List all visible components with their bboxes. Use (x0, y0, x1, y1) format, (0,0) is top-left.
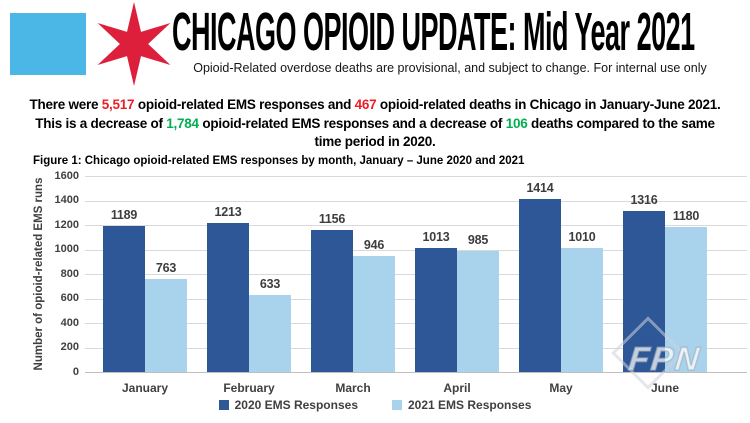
bar-2021-april (457, 251, 499, 372)
y-tick-1000: 1000 (54, 243, 79, 255)
summary-segment: opioid-related EMS responses and (134, 97, 355, 112)
value-label-2020-may: 1414 (526, 180, 554, 195)
value-label-2021-april: 985 (467, 233, 489, 248)
value-label-2021-february: 633 (259, 276, 281, 291)
bar-2020-april (415, 247, 457, 372)
value-label-2021-march: 946 (363, 238, 385, 253)
y-tick-200: 200 (60, 341, 79, 353)
legend-label-2020: 2020 EMS Responses (234, 398, 358, 412)
summary-line-2: This is a decrease of 1,784 opioid-relat… (0, 115, 750, 134)
x-label-march: March (335, 381, 371, 395)
value-label-2021-may: 1010 (568, 230, 596, 245)
summary-segment: 467 (354, 97, 377, 112)
bar-2020-january (103, 226, 145, 372)
gridline-0 (85, 372, 747, 373)
chicago-flag-blue-square (10, 13, 86, 75)
gridline-1400 (85, 200, 747, 202)
page-subtitle: Opioid-Related overdose deaths are provi… (193, 61, 707, 75)
summary-segment: This is a decrease of (35, 115, 167, 131)
summary-segment: deaths compared to the same (527, 115, 715, 131)
bar-2021-february (249, 294, 291, 372)
gridline-1600 (85, 176, 747, 177)
y-tick-1200: 1200 (54, 218, 79, 231)
y-tick-800: 800 (60, 267, 79, 280)
y-tick-400: 400 (60, 316, 79, 329)
bar-2021-march (353, 256, 395, 372)
value-label-2020-march: 1156 (318, 212, 346, 227)
bar-2021-january (145, 278, 187, 372)
y-tick-0: 0 (72, 365, 79, 378)
y-tick-600: 600 (60, 292, 79, 304)
x-label-may: May (549, 381, 573, 395)
summary-segment: There were (29, 97, 102, 112)
value-label-2020-june: 1316 (630, 192, 658, 207)
summary-segment: 1,784 (166, 115, 199, 131)
summary-segment: 5,517 (101, 97, 135, 112)
x-label-june: June (650, 381, 679, 395)
legend-swatch-2021 (392, 400, 402, 410)
summary-segment: 106 (505, 115, 528, 131)
value-label-2021-june: 1180 (672, 209, 700, 224)
chicago-flag-star-icon (97, 2, 171, 86)
summary-segment: opioid-related EMS responses and a decre… (198, 115, 506, 131)
value-label-2020-january: 1189 (110, 208, 138, 223)
figure-caption: Figure 1: Chicago opioid-related EMS res… (33, 155, 525, 167)
x-label-april: April (443, 381, 471, 395)
x-label-january: January (121, 381, 169, 395)
legend-item-2021: 2021 EMS Responses (392, 398, 531, 412)
value-label-2021-january: 763 (155, 260, 177, 275)
gridline-1200 (85, 225, 747, 226)
bar-2020-february (207, 223, 249, 372)
bar-2021-june (665, 227, 707, 372)
star-shape (97, 2, 171, 86)
summary-line-3: time period in 2020. (0, 133, 750, 152)
page-title: CHICAGO OPIOID UPDATE: Mid Year 2021 (172, 2, 695, 62)
summary-segment: opioid-related deaths in Chicago in Janu… (376, 97, 721, 112)
summary-paragraph: There were 5,517 opioid-related EMS resp… (0, 96, 750, 152)
value-label-2020-february: 1213 (214, 205, 242, 220)
summary-line-1: There were 5,517 opioid-related EMS resp… (0, 96, 750, 115)
chart-legend: 2020 EMS Responses 2021 EMS Responses (0, 398, 750, 412)
legend-item-2020: 2020 EMS Responses (218, 398, 358, 412)
value-label-2020-april: 1013 (422, 229, 450, 244)
bar-2020-may (519, 198, 561, 372)
legend-swatch-2020 (218, 400, 229, 410)
y-tick-1600: 1600 (54, 169, 79, 182)
bar-2020-june (623, 210, 665, 372)
summary-segment: time period in 2020. (314, 134, 436, 149)
legend-label-2021: 2021 EMS Responses (408, 398, 532, 412)
bar-2021-may (561, 248, 603, 372)
x-label-february: February (223, 381, 275, 395)
bar-2020-march (311, 230, 353, 372)
y-tick-1400: 1400 (54, 194, 79, 206)
